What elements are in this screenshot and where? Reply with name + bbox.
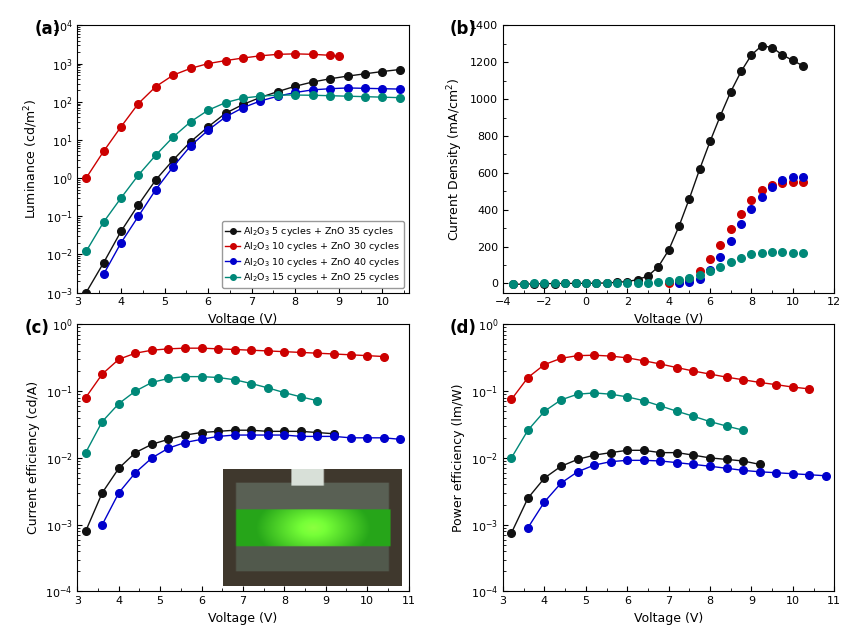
Y-axis label: Luminance (cd/m$^2$): Luminance (cd/m$^2$) [22, 99, 40, 219]
Text: (c): (c) [24, 319, 49, 337]
Y-axis label: Power efficiency (lm/W): Power efficiency (lm/W) [452, 384, 465, 532]
Y-axis label: Current Density (mA/cm$^2$): Current Density (mA/cm$^2$) [445, 77, 464, 241]
Text: (d): (d) [450, 319, 477, 337]
Text: (b): (b) [450, 20, 477, 38]
X-axis label: Voltage (V): Voltage (V) [208, 612, 278, 625]
Legend: Al$_2$O$_3$ 5 cycles + ZnO 35 cycles, Al$_2$O$_3$ 10 cycles + ZnO 30 cycles, Al$: Al$_2$O$_3$ 5 cycles + ZnO 35 cycles, Al… [222, 221, 404, 288]
X-axis label: Voltage (V): Voltage (V) [634, 313, 703, 326]
X-axis label: Voltage (V): Voltage (V) [634, 612, 703, 625]
Text: (a): (a) [34, 20, 60, 38]
Y-axis label: Current efficiency (cd/A): Current efficiency (cd/A) [27, 382, 40, 534]
X-axis label: Voltage (V): Voltage (V) [208, 313, 278, 326]
